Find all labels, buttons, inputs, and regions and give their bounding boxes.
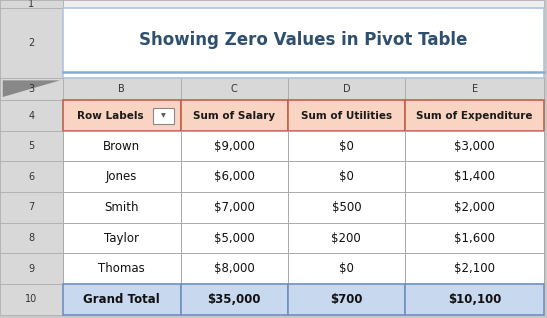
Text: Sum of Utilities: Sum of Utilities (301, 110, 392, 121)
Text: $3,000: $3,000 (455, 140, 495, 153)
Text: E: E (472, 84, 478, 94)
Bar (63, 162, 181, 192)
Bar (405, 162, 544, 192)
Text: $9,000: $9,000 (214, 140, 254, 153)
Bar (288, 100, 405, 131)
Bar (153, 108, 174, 124)
Bar (63, 131, 181, 162)
Text: ▼: ▼ (161, 113, 166, 118)
Bar (405, 192, 544, 223)
Text: Taylor: Taylor (104, 232, 139, 245)
Text: $6,000: $6,000 (214, 170, 254, 183)
Text: 1: 1 (28, 0, 34, 9)
Bar (63, 192, 181, 223)
Bar (181, 162, 288, 192)
Text: 10: 10 (25, 294, 38, 305)
Bar (63, 78, 544, 100)
Text: D: D (342, 84, 350, 94)
Bar (288, 284, 405, 315)
Bar (63, 253, 181, 284)
Text: $200: $200 (331, 232, 361, 245)
Text: Jones: Jones (106, 170, 137, 183)
Text: $1,400: $1,400 (454, 170, 495, 183)
Bar (0, 78, 63, 100)
Text: C: C (231, 84, 237, 94)
Bar (181, 192, 288, 223)
Text: Brown: Brown (103, 140, 140, 153)
Text: $2,100: $2,100 (454, 262, 495, 275)
Text: $500: $500 (331, 201, 361, 214)
Text: $0: $0 (339, 262, 354, 275)
Bar (0, 0, 63, 8)
Bar (181, 100, 288, 131)
Bar (63, 77, 181, 100)
Bar (63, 8, 544, 78)
Bar (288, 253, 405, 284)
Bar (0, 223, 63, 253)
Text: Thomas: Thomas (98, 262, 145, 275)
Bar (181, 253, 288, 284)
Bar (181, 223, 288, 253)
Bar (405, 77, 544, 100)
Bar (0, 77, 63, 100)
Bar (0, 162, 63, 192)
Bar (0, 8, 63, 78)
Polygon shape (3, 80, 60, 97)
Bar (181, 77, 288, 100)
Text: Grand Total: Grand Total (83, 293, 160, 306)
Bar (0, 284, 63, 315)
Text: B: B (118, 84, 125, 94)
Bar (63, 284, 181, 315)
Text: Row Labels: Row Labels (78, 110, 144, 121)
Bar (181, 131, 288, 162)
Text: 4: 4 (28, 110, 34, 121)
Bar (0, 131, 63, 162)
Bar (405, 284, 544, 315)
Text: 6: 6 (28, 172, 34, 182)
Text: $0: $0 (339, 170, 354, 183)
Text: $7,000: $7,000 (214, 201, 254, 214)
Bar (405, 131, 544, 162)
Text: Showing Zero Values in Pivot Table: Showing Zero Values in Pivot Table (139, 31, 468, 49)
Text: 8: 8 (28, 233, 34, 243)
Bar (0, 100, 63, 131)
Bar (0, 192, 63, 223)
Bar (288, 192, 405, 223)
Bar (63, 100, 181, 131)
Text: $2,000: $2,000 (455, 201, 495, 214)
Text: 3: 3 (28, 84, 34, 94)
Bar (405, 223, 544, 253)
Text: $1,600: $1,600 (454, 232, 495, 245)
Bar (288, 77, 405, 100)
Text: Sum of Salary: Sum of Salary (193, 110, 275, 121)
Bar (405, 253, 544, 284)
Text: 5: 5 (28, 141, 34, 151)
Text: Smith: Smith (104, 201, 139, 214)
Bar (405, 100, 544, 131)
Text: 9: 9 (28, 264, 34, 274)
Bar (181, 284, 288, 315)
Text: $35,000: $35,000 (207, 293, 261, 306)
Text: 7: 7 (28, 203, 34, 212)
Text: $8,000: $8,000 (214, 262, 254, 275)
Text: 2: 2 (28, 38, 34, 48)
Text: Sum of Expenditure: Sum of Expenditure (416, 110, 533, 121)
Bar (288, 223, 405, 253)
Text: $5,000: $5,000 (214, 232, 254, 245)
Text: $700: $700 (330, 293, 363, 306)
Text: $10,100: $10,100 (448, 293, 502, 306)
Bar (63, 223, 181, 253)
Bar (288, 162, 405, 192)
Bar (63, 0, 544, 8)
Text: $0: $0 (339, 140, 354, 153)
Bar (288, 131, 405, 162)
Bar (0, 253, 63, 284)
